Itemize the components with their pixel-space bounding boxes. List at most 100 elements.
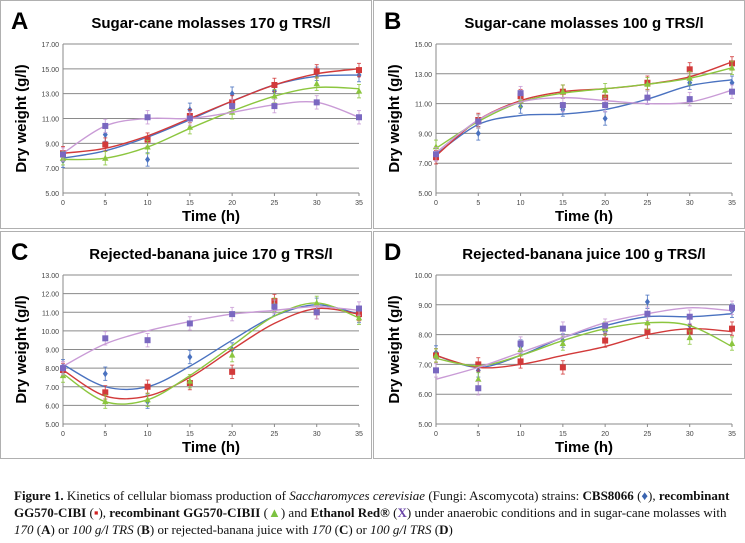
y-tick-label: 10.00 — [41, 329, 59, 336]
caption-text: , — [652, 488, 659, 503]
y-tick-label: 9.00 — [45, 141, 59, 148]
data-point-square — [602, 337, 609, 344]
chart-b: B Sugar-cane molasses 100 g TRS/l Dry weig… — [384, 8, 736, 225]
data-point-square — [517, 90, 524, 97]
data-point-triangle — [728, 340, 736, 347]
x-tick-label: 0 — [434, 431, 438, 438]
caption-text: or rejected-banana juice with — [154, 522, 312, 537]
square-icon: ▪ — [93, 505, 99, 520]
data-point-diamond — [475, 129, 481, 137]
y-tick-label: 7.00 — [45, 166, 59, 173]
caption-figure-label: Figure 1. — [14, 488, 64, 503]
data-point-square — [144, 383, 151, 390]
x-tick-label: 10 — [144, 200, 152, 207]
data-point-triangle — [144, 396, 151, 403]
y-tick-label: 8.00 — [45, 366, 59, 373]
data-point-square — [229, 311, 236, 318]
data-point-square — [433, 367, 439, 374]
data-point-square — [313, 68, 320, 75]
data-point-square — [433, 151, 439, 158]
data-point-square — [60, 365, 66, 372]
y-tick-label: 8.00 — [418, 333, 432, 340]
caption-text: under anaerobic conditions and in sugar-… — [411, 505, 727, 520]
y-axis-label: Dry weight (g/l) — [386, 64, 403, 172]
data-point-square — [144, 114, 151, 121]
caption-value: 170 — [14, 522, 34, 537]
panel-letter: B — [384, 8, 401, 35]
chart-d: D Rejected-banana juice 100 g TRS/l Dry we… — [384, 239, 736, 456]
caption-text: , — [102, 505, 110, 520]
data-point-square — [686, 96, 693, 103]
data-point-triangle — [313, 80, 320, 87]
caption-text: or — [352, 522, 371, 537]
x-tick-label: 10 — [144, 431, 152, 438]
panel-c: C Rejected-banana juice 170 g TRS/l Dry we… — [0, 231, 372, 459]
x-tick-label: 0 — [61, 200, 65, 207]
x-tick-label: 35 — [728, 431, 736, 438]
x-tick-label: 15 — [186, 200, 194, 207]
y-tick-label: 6.00 — [418, 392, 432, 399]
caption-value: 170 — [311, 522, 332, 537]
trend-line-cbs8066 — [435, 79, 733, 155]
caption-panel-ref: D — [439, 522, 449, 537]
data-point-square — [729, 88, 735, 95]
data-point-square — [644, 328, 651, 335]
data-point-square — [602, 94, 609, 101]
data-point-triangle — [644, 319, 651, 326]
data-point-square — [102, 335, 109, 342]
x-tick-label: 20 — [228, 431, 236, 438]
chart-title: Rejected-banana juice 170 g TRS/l — [89, 246, 332, 263]
data-point-triangle — [559, 88, 567, 95]
x-tick-label: 25 — [644, 431, 652, 438]
data-point-square — [186, 320, 193, 327]
data-point-triangle — [728, 64, 736, 71]
panel-d: D Rejected-banana juice 100 g TRS/l Dry we… — [373, 231, 745, 459]
y-tick-label: 10.00 — [414, 273, 432, 280]
data-point-square — [644, 94, 651, 101]
data-point-triangle — [686, 334, 693, 341]
data-point-square — [102, 389, 109, 396]
y-tick-label: 11.00 — [415, 102, 432, 109]
y-tick-label: 9.00 — [418, 131, 432, 138]
x-axis-label: Time (h) — [555, 208, 613, 225]
x-tick-label: 30 — [313, 200, 321, 207]
data-point-square — [144, 337, 151, 344]
x-tick-label: 5 — [476, 200, 480, 207]
y-axis-label: Dry weight (g/l) — [13, 295, 30, 403]
triangle-icon: ▲ — [267, 505, 281, 520]
data-point-triangle — [144, 143, 151, 150]
x-tick-label: 10 — [517, 431, 525, 438]
data-point-triangle — [432, 351, 440, 358]
data-point-square — [686, 66, 693, 73]
chart-title: Rejected-banana juice 100 g TRS/l — [462, 246, 705, 263]
y-tick-label: 15.00 — [41, 67, 59, 74]
data-point-diamond — [187, 353, 193, 361]
trend-line-ethanol-red — [62, 305, 360, 367]
y-tick-label: 5.00 — [418, 191, 432, 198]
y-tick-label: 6.00 — [45, 403, 59, 410]
x-tick-label: 15 — [559, 200, 567, 207]
caption-panel-ref: C — [339, 522, 349, 537]
trend-line-recombinant-gg570-cibi — [435, 61, 733, 157]
chart-a: A Sugar-cane molasses 170 g TRS/l Dry weig… — [11, 8, 363, 225]
trend-line-ethanol-red — [435, 89, 733, 154]
chart-title: Sugar-cane molasses 170 g TRS/l — [91, 15, 330, 32]
y-tick-label: 13.00 — [414, 72, 432, 79]
y-tick-label: 9.00 — [45, 348, 59, 355]
y-tick-label: 7.00 — [418, 362, 432, 369]
panel-b: B Sugar-cane molasses 100 g TRS/l Dry weig… — [373, 0, 745, 229]
caption-value: 100 g/l TRS — [370, 522, 432, 537]
caption-strain-1: CBS8066 — [582, 488, 634, 503]
x-tick-label: 25 — [271, 431, 279, 438]
trend-line-recombinant-gg570-cibii — [62, 302, 360, 405]
data-point-triangle — [102, 154, 109, 161]
data-point-triangle — [559, 340, 567, 347]
x-tick-label: 25 — [644, 200, 652, 207]
x-tick-label: 0 — [434, 200, 438, 207]
x-tick-label: 35 — [355, 431, 363, 438]
data-point-square — [102, 122, 109, 129]
trend-line-recombinant-gg570-cibi — [435, 327, 733, 369]
data-point-triangle — [313, 299, 320, 306]
data-point-diamond — [102, 370, 108, 378]
data-point-triangle — [475, 375, 482, 382]
